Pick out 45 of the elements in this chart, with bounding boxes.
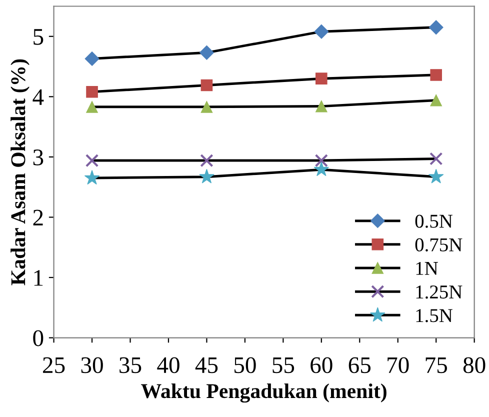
point [86,101,98,113]
legend-label: 1.5N [416,309,452,322]
legend-label: 1.25N [416,286,462,299]
point [200,101,213,113]
x-tick-label: 60 [310,357,332,374]
point [430,69,442,81]
point [430,94,442,106]
point [314,154,328,168]
x-tick-label: 80 [463,357,486,374]
x-tick-label: 65 [348,357,371,374]
x-tick-label: 35 [120,357,142,374]
x-axis-title: Waktu Pengadukan (menit) [141,383,386,403]
point [200,154,214,168]
y-tick-label: 3 [33,150,44,166]
point [199,168,214,184]
point [84,51,100,66]
y-tick-label: 0 [33,330,44,346]
point [85,154,99,168]
legend-label: 1N [416,262,438,275]
point [314,24,329,39]
legend-label: 0.5N [415,214,452,228]
x-tick-label: 40 [157,357,180,374]
point [428,168,444,184]
point [84,170,100,185]
point [314,162,330,176]
x-tick-label: 50 [234,357,256,374]
y-tick-label: 4 [32,89,44,105]
x-tick-label: 75 [426,357,447,374]
x-tick-label: 30 [81,357,103,374]
point [86,86,98,98]
point [428,20,444,35]
x-tick-label: 55 [272,357,294,374]
y-tick-label: 5 [34,29,44,45]
y-tick-label: 2 [33,210,43,226]
y-tick-label: 1 [34,270,43,286]
x-tick-label: 25 [43,357,65,374]
point [200,79,213,92]
x-tick-label: 70 [388,357,409,374]
x-tick-label: 45 [195,357,218,374]
point [316,72,328,84]
y-axis-title: Kadar Asam Oksalat (%) [10,59,30,286]
point [316,100,328,112]
legend-label: 0.75N [415,238,462,252]
point [199,45,214,60]
point [430,152,443,166]
